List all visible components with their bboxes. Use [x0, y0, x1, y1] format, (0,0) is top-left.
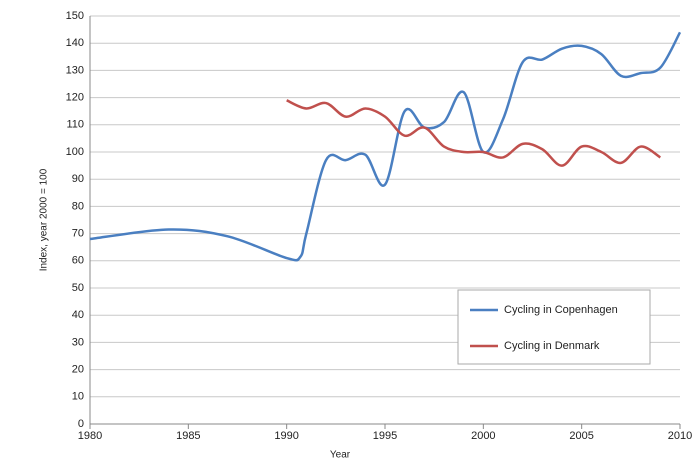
- y-tick-label: 120: [66, 92, 84, 104]
- x-tick-label: 1985: [176, 430, 200, 442]
- x-tick-label: 1980: [78, 430, 102, 442]
- x-tick-label: 1990: [274, 430, 298, 442]
- y-tick-label: 140: [66, 37, 84, 49]
- y-tick-label: 100: [66, 146, 84, 158]
- y-tick-label: 150: [66, 10, 84, 22]
- line-series: [89, 31, 682, 262]
- y-tick-label: 40: [72, 309, 84, 321]
- x-tick-label: 2005: [569, 430, 593, 442]
- legend-box: [457, 289, 651, 365]
- x-axis-label: Year: [330, 450, 351, 461]
- x-tick-label: 1995: [373, 430, 397, 442]
- y-tick-label: 10: [72, 391, 84, 403]
- legend-label: Cycling in Copenhagen: [504, 304, 618, 316]
- y-tick-label: 80: [72, 200, 84, 212]
- x-tick-label: 2000: [471, 430, 495, 442]
- y-tick-label: 30: [72, 336, 84, 348]
- y-axis-label: Index, year 2000 = 100: [39, 168, 50, 271]
- y-tick-label: 90: [72, 173, 84, 185]
- y-tick-label: 0: [78, 418, 84, 430]
- line-series: [286, 99, 662, 167]
- y-tick-label: 50: [72, 282, 84, 294]
- y-tick-label: 130: [66, 64, 84, 76]
- x-tick-label: 2010: [668, 430, 692, 442]
- legend-label: Cycling in Denmark: [504, 340, 600, 352]
- y-tick-label: 20: [72, 364, 84, 376]
- y-tick-label: 70: [72, 228, 84, 240]
- y-tick-label: 60: [72, 255, 84, 267]
- y-tick-label: 110: [66, 119, 84, 131]
